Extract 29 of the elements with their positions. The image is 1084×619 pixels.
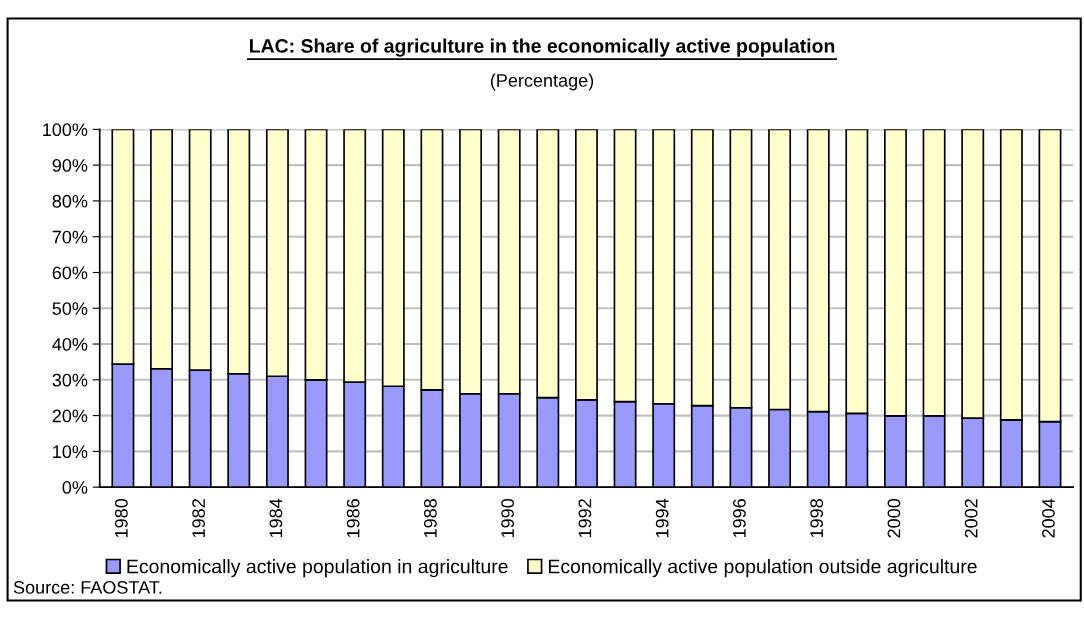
y-tick-label: 0%	[62, 481, 88, 494]
x-tick-label: 1988	[423, 499, 437, 538]
legend-label: Economically active population outside agriculture	[548, 559, 977, 578]
y-tick-label: 20%	[52, 409, 88, 423]
x-tick-label: 1998	[810, 499, 824, 538]
y-tick-label: 70%	[52, 230, 88, 244]
y-tick-label: 40%	[52, 337, 88, 351]
source-note: Source: FAOSTAT.	[13, 580, 162, 594]
chart-title: LAC: Share of agriculture in the economically active population	[249, 38, 835, 57]
y-tick-label: 10%	[53, 445, 88, 459]
x-tick-label: 1996	[733, 499, 746, 538]
y-tick-label: 30%	[52, 373, 88, 387]
chart-subtitle: (Percentage)	[490, 73, 594, 91]
y-tick-label: 50%	[52, 302, 88, 315]
x-tick-label: 1980	[114, 498, 128, 538]
x-tick-label: 1994	[655, 498, 669, 538]
y-tick-label: 90%	[52, 159, 88, 172]
x-tick-label: 1986	[346, 499, 360, 538]
x-tick-label: 1992	[578, 499, 592, 538]
x-tick-label: 1990	[501, 498, 515, 538]
y-tick-label: 80%	[52, 194, 88, 208]
y-tick-label: 60%	[52, 266, 88, 280]
x-tick-label: 2002	[964, 499, 978, 538]
x-tick-label: 1982	[192, 499, 206, 538]
x-tick-label: 2000	[887, 498, 901, 538]
x-tick-label: 2004	[1042, 498, 1055, 538]
legend-label: Economically active population in agriculture	[127, 559, 508, 578]
x-tick-label: 1984	[269, 498, 283, 538]
y-tick-label: 100%	[43, 123, 88, 137]
